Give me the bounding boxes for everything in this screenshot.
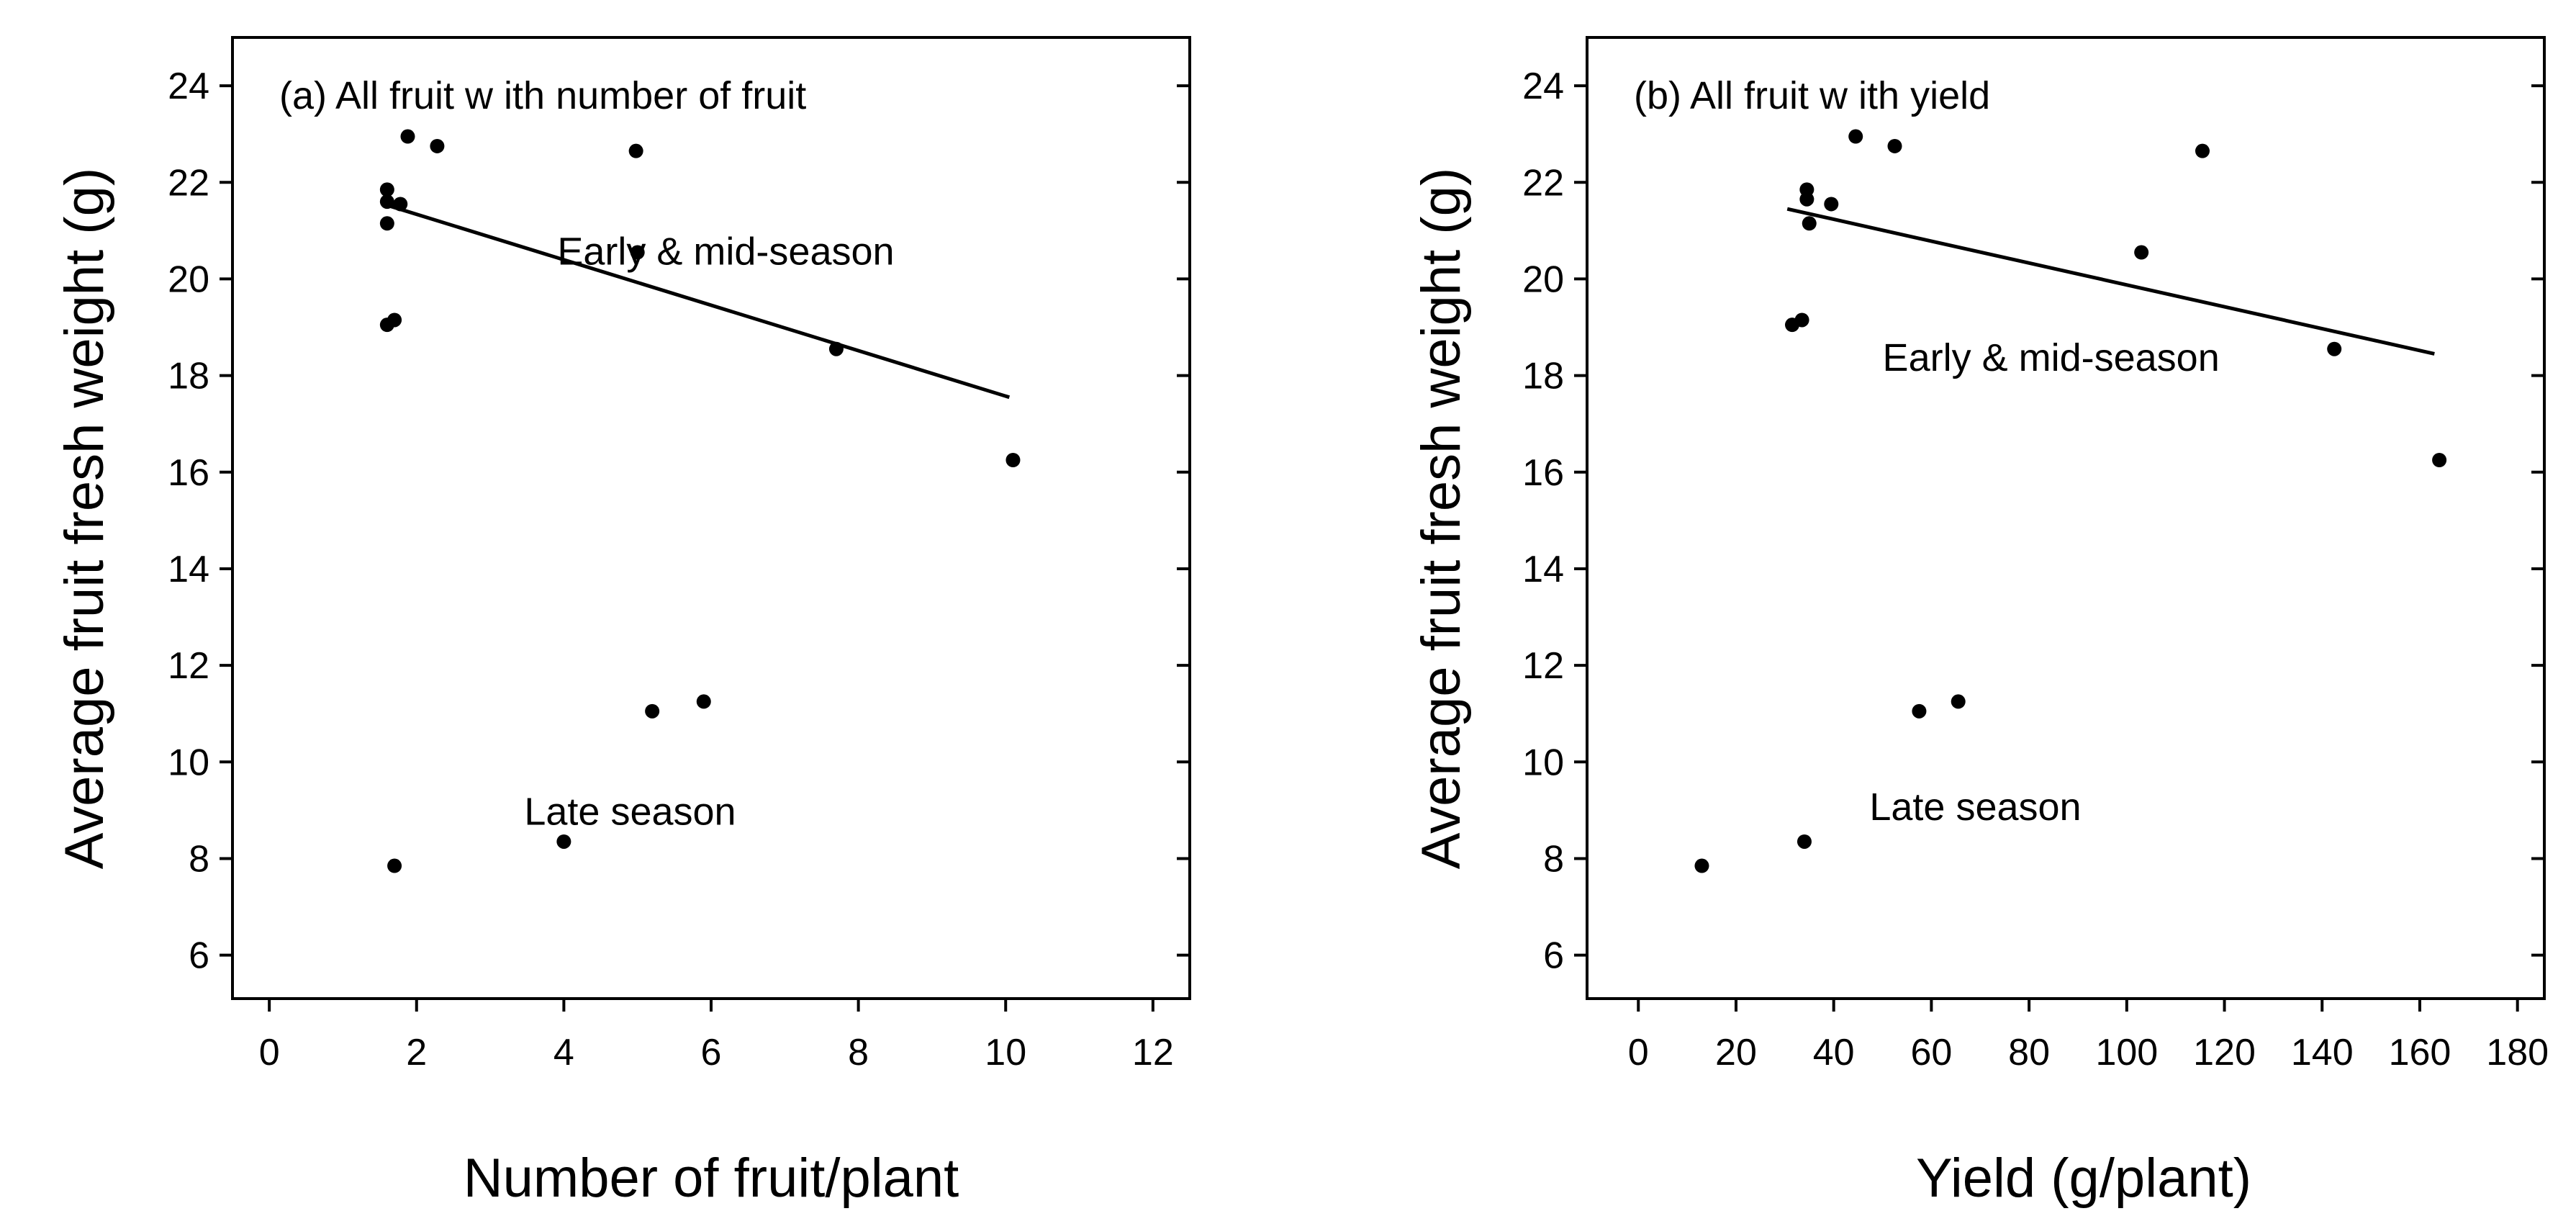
panel-a-y-tick-label: 14 [168, 549, 209, 590]
panel-a-data-point [645, 703, 660, 719]
panel-b-x-tick-label: 120 [2193, 1032, 2256, 1073]
panel-a-data-point [387, 312, 402, 328]
panel-b-data-point [1694, 858, 1709, 873]
panel-b-y-tick-label: 16 [1522, 452, 1564, 494]
panel-b-data-point [1912, 703, 1927, 719]
panel-b-y-tick-label: 10 [1522, 742, 1564, 783]
panel-a-y-axis-title: Average fruit fresh weight (g) [54, 168, 115, 869]
panel-b-data-point [1848, 129, 1863, 144]
panel-b-x-tick-label: 180 [2486, 1032, 2549, 1073]
panel-a-x-tick-label: 0 [259, 1032, 280, 1073]
panel-a-data-point [393, 197, 408, 212]
panel-b-data-point [1797, 834, 1812, 849]
panel-b-y-ticks: 6 8 10 12 14 16 18 20 22 24 [1522, 66, 2544, 977]
panel-a-annotation-late: Late season [524, 790, 736, 833]
panel-b-data-point [1799, 192, 1815, 207]
panel-b-data-point [2195, 143, 2210, 158]
panel-a-data-point [556, 834, 571, 849]
panel-a-data-point [430, 138, 445, 153]
panel-a-data-point [828, 341, 844, 356]
panel-b-y-tick-label: 6 [1543, 935, 1564, 977]
panel-a-x-tick-label: 8 [848, 1032, 869, 1073]
panel-b-data-point [2432, 452, 2447, 467]
panel-b-data-point [1794, 312, 1809, 328]
panel-b-data-point [2134, 245, 2149, 260]
panel-b-x-tick-label: 40 [1813, 1032, 1855, 1073]
panel-a-y-tick-label: 18 [168, 356, 209, 397]
panel-a-x-tick-label: 12 [1132, 1032, 1174, 1073]
panel-b-x-tick-label: 100 [2095, 1032, 2158, 1073]
panel-b-x-tick-label: 20 [1715, 1032, 1757, 1073]
panel-a-plot-frame [231, 36, 1191, 1000]
panel-b-fit-line [1786, 207, 2435, 356]
panel-b-plot-frame [1586, 36, 2546, 1000]
panel-a-y-tick-label: 12 [168, 645, 209, 687]
panel-b-y-tick-label: 18 [1522, 356, 1564, 397]
panel-a-data-point [400, 129, 415, 144]
panel-b-data-point [1802, 216, 1817, 231]
panel-a-data-point [379, 216, 394, 231]
panel-a-data-point [379, 182, 394, 197]
panel-a-x-tick-label: 6 [701, 1032, 722, 1073]
panel-b-x-tick-label: 140 [2291, 1032, 2354, 1073]
panel-b-y-tick-label: 14 [1522, 549, 1564, 590]
panel-a-x-tick-label: 10 [985, 1032, 1026, 1073]
panel-b-annotation-early: Early & mid-season [1883, 336, 2220, 379]
panel-b-y-tick-label: 12 [1522, 645, 1564, 687]
panel-a-x-tick-label: 4 [553, 1032, 574, 1073]
panel-b-points [1694, 129, 2447, 873]
panel-a-fit-line [382, 202, 1011, 400]
panel-b-x-axis-title: Yield (g/plant) [1916, 1148, 2251, 1209]
panel-a-points [379, 129, 1021, 873]
panel-b-y-tick-label: 22 [1522, 162, 1564, 204]
panel-a-y-tick-label: 8 [189, 838, 209, 880]
panel-a-x-ticks: 0 2 4 6 8 10 12 [259, 999, 1174, 1073]
panel-b-data-point [1887, 138, 1902, 153]
panel-b-y-tick-label: 8 [1543, 838, 1564, 880]
panel-b-x-ticks: 0 20 40 60 80 100 120 140 160 180 [1628, 999, 2549, 1073]
panel-b-x-tick-label: 80 [2008, 1032, 2050, 1073]
panel-a-x-tick-label: 2 [406, 1032, 427, 1073]
panel-b-y-axis-title: Average fruit fresh weight (g) [1411, 168, 1472, 869]
panel-b-data-point [1824, 197, 1839, 212]
panel-b: 0 20 40 60 80 100 120 140 160 180 6 8 10 12 14 16 18 20 2… [1411, 36, 2549, 1209]
panel-a-title: (a) All fruit w ith number of fruit [279, 74, 806, 117]
panel-b-title: (b) All fruit w ith yield [1634, 74, 1990, 117]
panel-a-y-tick-label: 24 [168, 66, 209, 107]
panel-a-y-tick-label: 16 [168, 452, 209, 494]
panel-a-data-point [628, 143, 643, 158]
panel-a-data-point [1005, 452, 1021, 467]
panel-b-data-point [2327, 341, 2342, 356]
panel-b-y-tick-label: 20 [1522, 258, 1564, 300]
panel-a-y-ticks: 6 8 10 12 14 16 18 20 22 24 [168, 66, 1190, 977]
panel-a-data-point [379, 194, 394, 210]
panel-a-y-tick-label: 20 [168, 258, 209, 300]
panel-a-data-point [387, 858, 402, 873]
panel-b-x-tick-label: 60 [1910, 1032, 1952, 1073]
panel-a-y-tick-label: 6 [189, 935, 209, 977]
panel-a-x-axis-title: Number of fruit/plant [464, 1148, 959, 1209]
panel-a-data-point [630, 245, 645, 260]
panel-b-data-point [1951, 694, 1966, 709]
panel-a-y-tick-label: 10 [168, 742, 209, 783]
panel-a-data-point [696, 694, 711, 709]
panel-b-x-tick-label: 160 [2389, 1032, 2451, 1073]
panel-b-annotation-late: Late season [1869, 785, 2081, 829]
panel-a-y-tick-label: 22 [168, 162, 209, 204]
panel-b-y-tick-label: 24 [1522, 66, 1564, 107]
panel-b-x-tick-label: 0 [1628, 1032, 1649, 1073]
panel-a-annotation-early: Early & mid-season [557, 230, 894, 273]
